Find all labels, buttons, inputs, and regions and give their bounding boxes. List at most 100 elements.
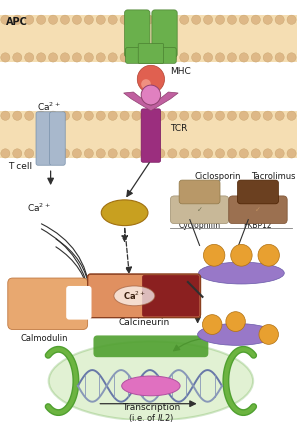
Bar	[0, 15, 297, 62]
Text: MHC: MHC	[170, 67, 191, 76]
Circle shape	[203, 111, 213, 120]
Text: APC: APC	[6, 17, 28, 27]
Text: (i.e. of $\it{IL2}$): (i.e. of $\it{IL2}$)	[128, 412, 174, 424]
Circle shape	[96, 53, 105, 62]
Circle shape	[108, 53, 117, 62]
Circle shape	[192, 149, 201, 158]
Circle shape	[168, 149, 177, 158]
Circle shape	[13, 149, 22, 158]
Circle shape	[228, 111, 236, 120]
Circle shape	[37, 15, 46, 24]
Circle shape	[72, 149, 81, 158]
Circle shape	[203, 315, 222, 335]
Text: Ca$^{2+}$: Ca$^{2+}$	[123, 290, 146, 302]
Circle shape	[13, 15, 22, 24]
Circle shape	[1, 53, 10, 62]
Circle shape	[1, 149, 10, 158]
Text: ✓: ✓	[255, 207, 261, 213]
FancyBboxPatch shape	[125, 10, 150, 57]
Circle shape	[215, 15, 224, 24]
FancyBboxPatch shape	[93, 335, 208, 357]
Circle shape	[228, 15, 236, 24]
Circle shape	[180, 111, 189, 120]
Circle shape	[156, 111, 165, 120]
FancyBboxPatch shape	[141, 109, 161, 162]
Circle shape	[48, 15, 58, 24]
FancyBboxPatch shape	[50, 112, 65, 165]
Circle shape	[144, 53, 153, 62]
Text: P: P	[239, 252, 244, 258]
Circle shape	[228, 149, 236, 158]
Circle shape	[132, 15, 141, 24]
Circle shape	[287, 149, 296, 158]
Circle shape	[1, 111, 10, 120]
Circle shape	[251, 149, 260, 158]
Circle shape	[141, 85, 161, 105]
Circle shape	[72, 111, 81, 120]
Circle shape	[251, 53, 260, 62]
FancyBboxPatch shape	[126, 47, 176, 63]
Circle shape	[156, 15, 165, 24]
Circle shape	[72, 15, 81, 24]
Text: P: P	[212, 252, 217, 258]
Polygon shape	[124, 92, 178, 111]
Circle shape	[84, 149, 93, 158]
FancyBboxPatch shape	[88, 274, 201, 318]
Circle shape	[180, 149, 189, 158]
Circle shape	[226, 312, 245, 332]
Text: NFAT: NFAT	[140, 382, 162, 391]
Circle shape	[239, 111, 248, 120]
Circle shape	[263, 111, 272, 120]
Ellipse shape	[198, 324, 275, 345]
Circle shape	[25, 149, 34, 158]
Circle shape	[1, 15, 10, 24]
Circle shape	[108, 111, 117, 120]
Text: P: P	[266, 252, 271, 258]
FancyBboxPatch shape	[179, 180, 220, 204]
Circle shape	[37, 149, 46, 158]
Circle shape	[275, 111, 284, 120]
Circle shape	[60, 149, 70, 158]
Circle shape	[96, 149, 105, 158]
Circle shape	[215, 149, 224, 158]
Circle shape	[215, 53, 224, 62]
Text: Ca$^{2+}$: Ca$^{2+}$	[27, 201, 51, 214]
FancyBboxPatch shape	[238, 180, 278, 204]
Circle shape	[192, 111, 201, 120]
Text: NFAT: NFAT	[230, 268, 253, 278]
Circle shape	[25, 15, 34, 24]
Circle shape	[132, 149, 141, 158]
Circle shape	[13, 111, 22, 120]
FancyBboxPatch shape	[66, 286, 92, 320]
Text: Ca$^{2+}$: Ca$^{2+}$	[37, 100, 61, 113]
FancyBboxPatch shape	[152, 10, 177, 57]
FancyBboxPatch shape	[170, 196, 229, 223]
Ellipse shape	[122, 376, 180, 396]
Text: Calcineurin: Calcineurin	[118, 318, 170, 327]
Ellipse shape	[199, 262, 284, 284]
Text: ✓: ✓	[197, 207, 203, 213]
Circle shape	[132, 53, 141, 62]
Circle shape	[239, 53, 248, 62]
Circle shape	[96, 111, 105, 120]
Text: Tacrolimus: Tacrolimus	[251, 172, 296, 181]
Text: P: P	[210, 322, 214, 327]
Circle shape	[48, 149, 58, 158]
Text: NFAT: NFAT	[225, 330, 248, 339]
Text: P: P	[266, 332, 271, 337]
Ellipse shape	[101, 200, 148, 226]
Circle shape	[60, 111, 70, 120]
Circle shape	[203, 53, 213, 62]
Circle shape	[108, 149, 117, 158]
Circle shape	[96, 15, 105, 24]
Bar	[0, 111, 297, 158]
Circle shape	[231, 244, 252, 266]
Circle shape	[228, 53, 236, 62]
Circle shape	[60, 53, 70, 62]
Circle shape	[215, 111, 224, 120]
FancyBboxPatch shape	[229, 196, 287, 223]
Circle shape	[84, 111, 93, 120]
Text: T cell: T cell	[8, 162, 32, 171]
Circle shape	[275, 53, 284, 62]
Circle shape	[259, 324, 278, 344]
